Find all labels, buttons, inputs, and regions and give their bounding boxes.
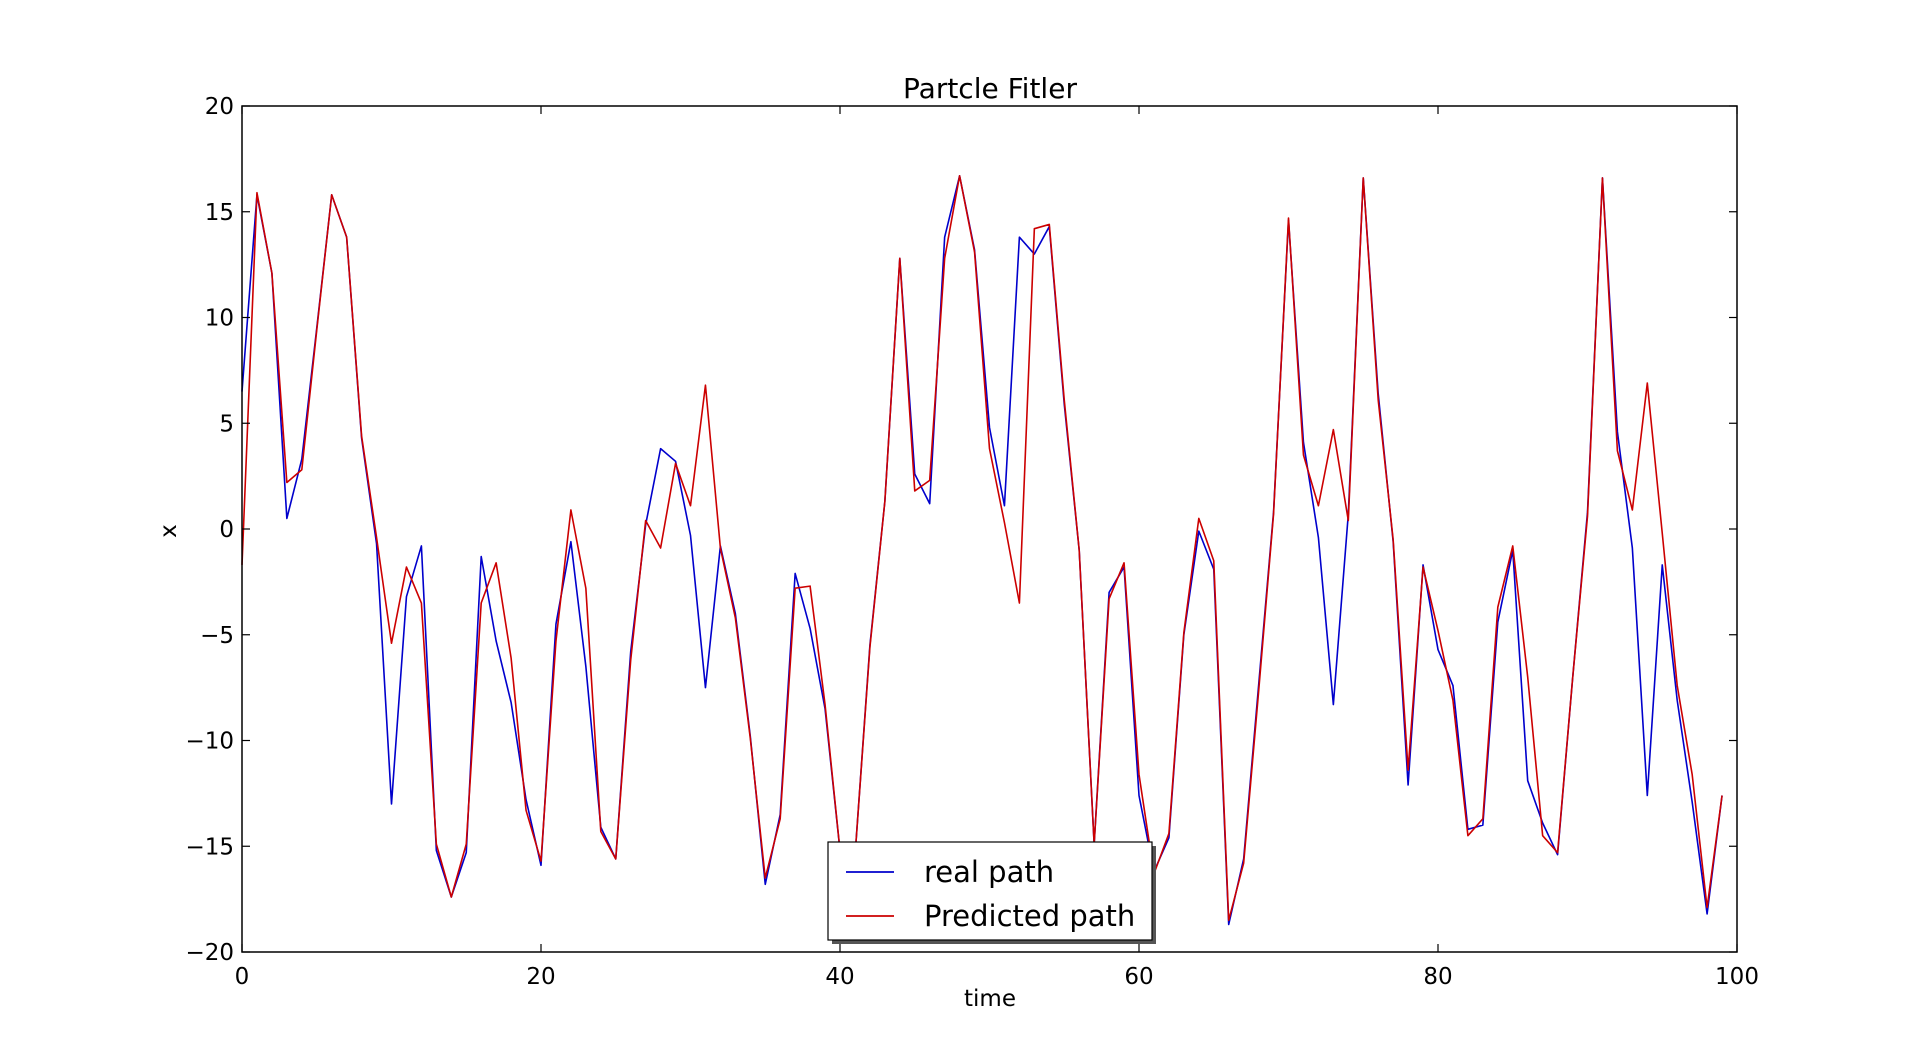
y-tick-label: 20 <box>205 94 234 120</box>
y-tick-label: 5 <box>219 411 234 437</box>
legend-label: real path <box>924 855 1054 889</box>
x-tick-label: 40 <box>825 964 854 990</box>
y-tick-label: −5 <box>200 623 234 649</box>
y-tick-label: 10 <box>205 306 234 332</box>
title-group: Partcle Fitler <box>903 72 1077 105</box>
axis-ticks-group: 0 20 40 60 80 100 −20 −15 −10 −5 0 5 10 15 20 <box>185 94 1759 990</box>
y-tick-label: −20 <box>185 940 234 966</box>
series-group <box>241 174 1723 926</box>
y-axis-title: x <box>156 524 182 538</box>
x-tick-label: 0 <box>235 964 250 990</box>
legend: real path Predicted path <box>827 841 1156 944</box>
x-tick-label: 20 <box>526 964 555 990</box>
axis-titles-group: time x <box>156 524 1016 1012</box>
plot-area-frame <box>241 105 1738 953</box>
x-tick-label: 100 <box>1715 964 1759 990</box>
series-line-real-path <box>241 174 1723 926</box>
series-line-predicted-path <box>241 174 1723 922</box>
y-tick-label: 15 <box>205 200 234 226</box>
chart-title: Partcle Fitler <box>903 72 1077 105</box>
y-tick-label: −10 <box>185 729 234 755</box>
x-tick-label: 60 <box>1124 964 1153 990</box>
y-tick-label: 0 <box>219 517 234 543</box>
y-tick-label: −15 <box>185 834 234 860</box>
x-axis-title: time <box>964 986 1016 1012</box>
legend-box <box>827 841 1153 941</box>
x-tick-label: 80 <box>1423 964 1452 990</box>
legend-label: Predicted path <box>924 899 1135 933</box>
